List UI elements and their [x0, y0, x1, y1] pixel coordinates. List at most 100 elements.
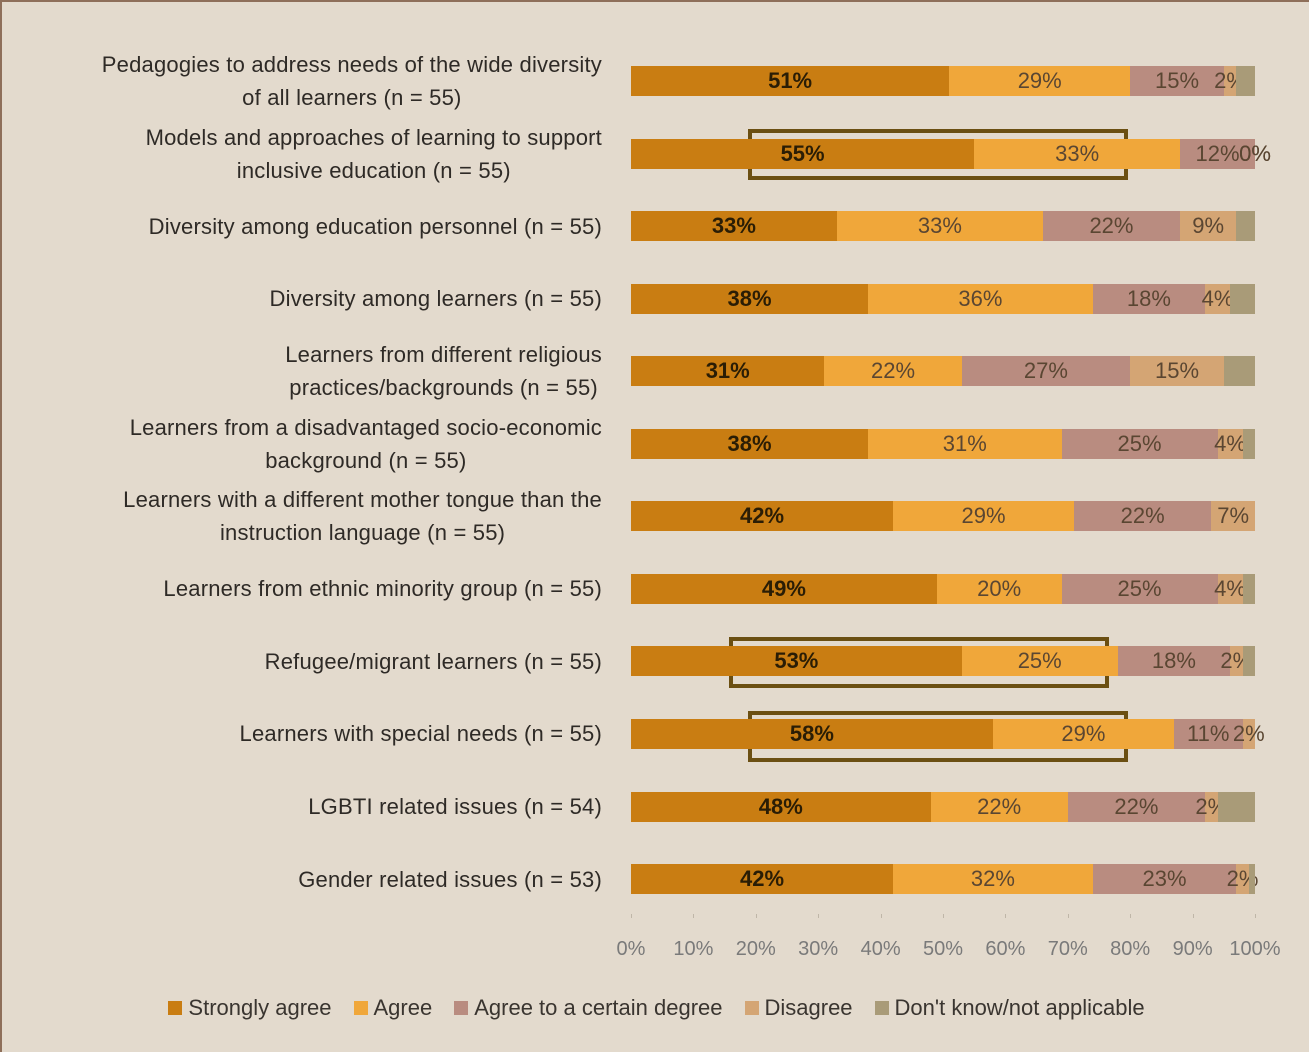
bar-segment: [868, 283, 1093, 314]
legend-item: Don't know/not applicable: [874, 995, 1145, 1021]
bar-segment: [1117, 646, 1231, 677]
category-label: Pedagogies to address needs of the wide …: [12, 41, 602, 121]
data-label: 22%: [871, 358, 916, 384]
bar-segment: [1061, 428, 1218, 459]
x-tick: [693, 914, 695, 918]
category-label: LGBTI related issues (n = 54): [12, 767, 602, 847]
category-label: Learners from a disadvantaged socio-econ…: [12, 404, 602, 484]
category-text: Pedagogies to address needs of the wide …: [101, 52, 602, 110]
data-label: 0%: [1239, 140, 1271, 166]
bar-segment: [631, 356, 825, 387]
bar-segment: [949, 66, 1131, 96]
bar-segment: [1217, 428, 1243, 459]
legend-item: Disagree: [744, 995, 853, 1021]
category-text: Learners with special needs (n = 55): [239, 721, 602, 747]
category-text: LGBTI related issues (n = 54): [308, 794, 602, 819]
data-label: 51%: [768, 68, 813, 93]
category-label: Learners with a different mother tongue …: [12, 476, 602, 556]
x-tick: [1255, 914, 1256, 918]
data-label: 7%: [1217, 503, 1250, 529]
bar-segment: [631, 138, 975, 169]
bar-segment: [1180, 138, 1255, 169]
data-label: 49%: [761, 575, 806, 601]
bar-segment: [1061, 573, 1218, 604]
data-label: 0%: [1239, 140, 1271, 166]
bar-segment: [824, 356, 962, 387]
bar-segment: [1092, 283, 1206, 314]
data-label: 27%: [1023, 358, 1068, 384]
bar-segment: [1236, 66, 1255, 96]
data-label: 38%: [727, 430, 772, 456]
category-text: Learners with a different mother tongue …: [123, 487, 602, 546]
bar-segment: [961, 356, 1131, 387]
legend-swatch: [744, 1001, 759, 1015]
x-tick-label: 60%: [985, 938, 1026, 960]
data-label: 25%: [1117, 430, 1162, 456]
bar-segment: [893, 501, 1075, 532]
data-label: 38%: [727, 285, 772, 311]
x-tick: [818, 914, 820, 918]
data-label: 12%: [1195, 140, 1240, 166]
data-label: 55%: [780, 140, 825, 166]
category-text: Learners from ethnic minority group (n =…: [163, 576, 602, 602]
bar-segment: [893, 864, 1093, 895]
x-tick-label: 90%: [1172, 938, 1213, 960]
x-tick: [1192, 914, 1194, 918]
category-label: Learners with special needs (n = 55): [12, 694, 602, 774]
bar-segment: [1248, 864, 1255, 895]
data-label: 29%: [1061, 720, 1106, 746]
bar-segment: [631, 211, 837, 242]
data-label: 9%: [1192, 213, 1225, 239]
bar-segment: [631, 864, 894, 895]
legend-label: Disagree: [764, 995, 853, 1020]
data-label: 18%: [1151, 648, 1196, 674]
x-tick-label: 30%: [798, 938, 839, 960]
x-tick-label: 50%: [922, 938, 964, 960]
data-label: 42%: [740, 503, 785, 529]
data-label: 22%: [977, 793, 1022, 819]
bar-segment: [1223, 66, 1237, 96]
bar-segment: [631, 501, 894, 532]
x-tick: [755, 914, 757, 918]
legend-label: Agree: [373, 995, 433, 1020]
data-label: 53%: [774, 648, 819, 674]
bar-segment: [631, 791, 931, 822]
data-label: 25%: [1017, 648, 1062, 674]
data-label: 4%: [1214, 430, 1246, 456]
category-label: Learners from different religious practi…: [12, 331, 602, 411]
data-label: 2%: [1232, 720, 1265, 746]
data-label: 48%: [758, 793, 803, 819]
legend: Strongly agree Agree Agree to a certain de…: [2, 995, 1309, 1021]
category-label: Diversity among education personnel (n =…: [12, 186, 602, 266]
data-label: 42%: [740, 866, 785, 892]
data-label: 33%: [917, 213, 962, 239]
data-label: 33%: [1055, 140, 1100, 166]
bar-segment: [1130, 66, 1224, 96]
bar-segment: [1130, 356, 1224, 387]
bar-segment: [961, 646, 1118, 677]
x-tick-label: 10%: [673, 938, 714, 960]
data-label: 29%: [1017, 68, 1062, 93]
legend-swatch: [874, 1001, 889, 1015]
category-text: Diversity among learners (n = 55): [269, 286, 602, 312]
data-label: 15%: [1154, 68, 1200, 93]
bar-segment: [631, 646, 962, 677]
category-label: Models and approaches of learning to sup…: [12, 114, 602, 194]
category-label: Refugee/migrant learners (n = 55): [12, 621, 602, 701]
data-label: 23%: [1142, 866, 1187, 892]
x-tick-label: 100%: [1229, 938, 1281, 960]
bar-segment: [631, 283, 869, 314]
category-text: Refugee/migrant learners (n = 55): [264, 648, 602, 674]
data-label: 29%: [961, 503, 1006, 529]
x-tick-label: 0%: [616, 938, 646, 960]
bar-segment: [1236, 211, 1255, 242]
legend-item: Strongly agree: [168, 995, 332, 1021]
x-tick-label: 70%: [1047, 938, 1088, 960]
bar-segment: [631, 428, 869, 459]
legend-label: Agree to a certain degree: [474, 995, 723, 1020]
x-tick: [880, 914, 882, 918]
x-tick: [631, 914, 632, 918]
bar-segment: [974, 138, 1181, 169]
data-label: 20%: [977, 575, 1022, 601]
